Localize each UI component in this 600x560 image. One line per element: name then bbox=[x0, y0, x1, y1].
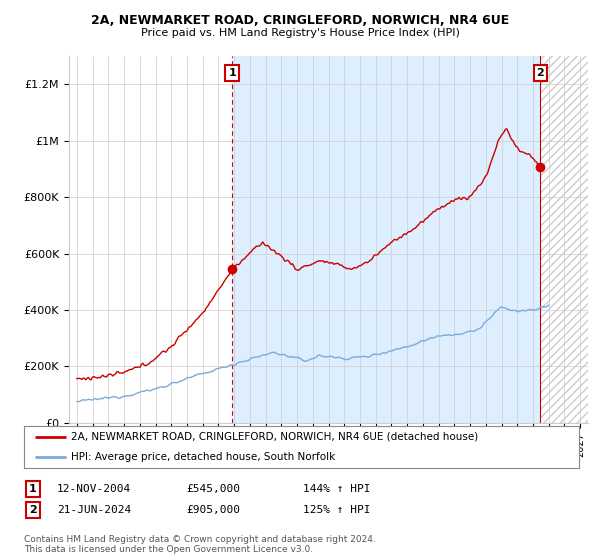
Text: 2A, NEWMARKET ROAD, CRINGLEFORD, NORWICH, NR4 6UE (detached house): 2A, NEWMARKET ROAD, CRINGLEFORD, NORWICH… bbox=[71, 432, 478, 442]
Text: Contains HM Land Registry data © Crown copyright and database right 2024.
This d: Contains HM Land Registry data © Crown c… bbox=[24, 535, 376, 554]
Bar bbox=[541, 56, 588, 423]
Bar bbox=[541, 56, 588, 423]
Text: 2: 2 bbox=[536, 68, 544, 78]
Text: 1: 1 bbox=[228, 68, 236, 78]
Text: 21-JUN-2024: 21-JUN-2024 bbox=[57, 505, 131, 515]
Text: HPI: Average price, detached house, South Norfolk: HPI: Average price, detached house, Sout… bbox=[71, 452, 335, 462]
Text: 125% ↑ HPI: 125% ↑ HPI bbox=[303, 505, 371, 515]
Text: 2: 2 bbox=[29, 505, 37, 515]
Bar bbox=[232, 56, 541, 423]
Text: Price paid vs. HM Land Registry's House Price Index (HPI): Price paid vs. HM Land Registry's House … bbox=[140, 28, 460, 38]
Text: 2A, NEWMARKET ROAD, CRINGLEFORD, NORWICH, NR4 6UE: 2A, NEWMARKET ROAD, CRINGLEFORD, NORWICH… bbox=[91, 14, 509, 27]
Text: 1: 1 bbox=[29, 484, 37, 494]
Text: 12-NOV-2004: 12-NOV-2004 bbox=[57, 484, 131, 494]
Text: £905,000: £905,000 bbox=[186, 505, 240, 515]
Text: £545,000: £545,000 bbox=[186, 484, 240, 494]
Text: 144% ↑ HPI: 144% ↑ HPI bbox=[303, 484, 371, 494]
